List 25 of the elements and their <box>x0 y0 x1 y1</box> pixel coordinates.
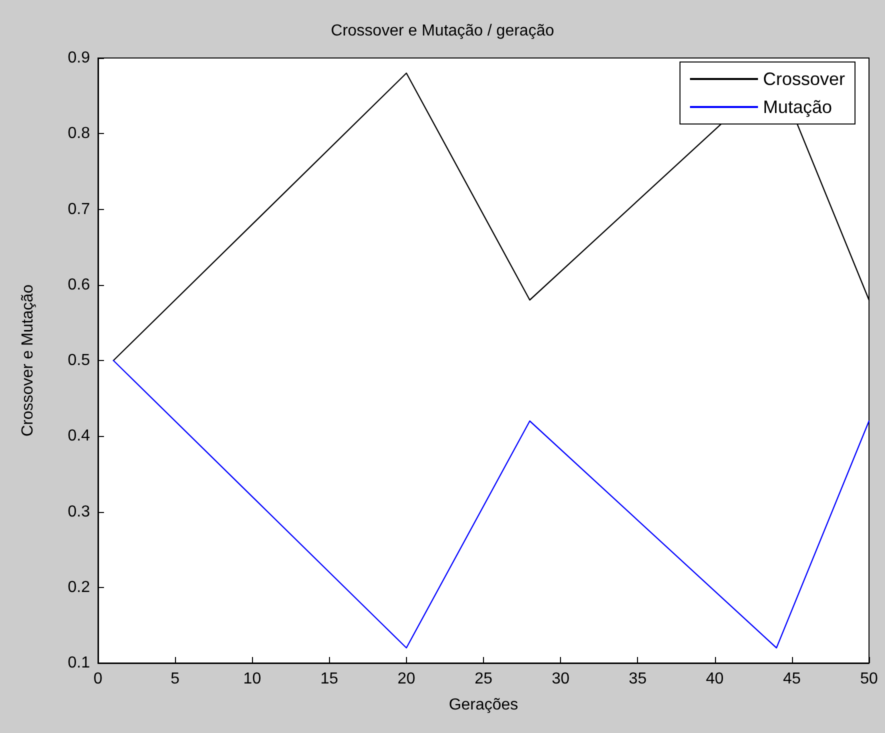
x-tick-label: 30 <box>552 670 570 688</box>
x-tick-label: 35 <box>628 670 647 688</box>
y-tick-label: 0.6 <box>68 276 90 294</box>
y-tick-label: 0.7 <box>68 200 90 218</box>
chart-title: Crossover e Mutação / geração <box>330 22 554 40</box>
y-tick-label: 0.4 <box>68 428 90 445</box>
x-tick-label: 45 <box>783 670 801 688</box>
x-tick-label: 10 <box>243 670 262 688</box>
y-tick-label: 0.2 <box>68 578 90 596</box>
x-tick-label: 15 <box>320 670 338 688</box>
legend-label: Crossover <box>762 69 846 89</box>
y-tick-label: 0.3 <box>68 503 90 520</box>
y-tick-label: 0.1 <box>68 654 90 672</box>
y-tick-label: 0.9 <box>68 50 90 66</box>
x-tick-label: 0 <box>94 670 103 688</box>
y-tick-label: 0.8 <box>68 125 90 142</box>
x-tick-label: 50 <box>860 670 878 688</box>
y-axis-title: Crossover e Mutação <box>20 284 36 437</box>
legend-label: Mutação <box>762 97 832 117</box>
x-tick-label: 40 <box>706 670 724 688</box>
x-tick-label: 5 <box>170 670 180 688</box>
y-tick-label: 0.5 <box>68 352 90 369</box>
x-axis-title: Gerações <box>448 696 518 714</box>
x-tick-label: 20 <box>398 670 416 688</box>
x-tick-label: 25 <box>474 670 492 688</box>
